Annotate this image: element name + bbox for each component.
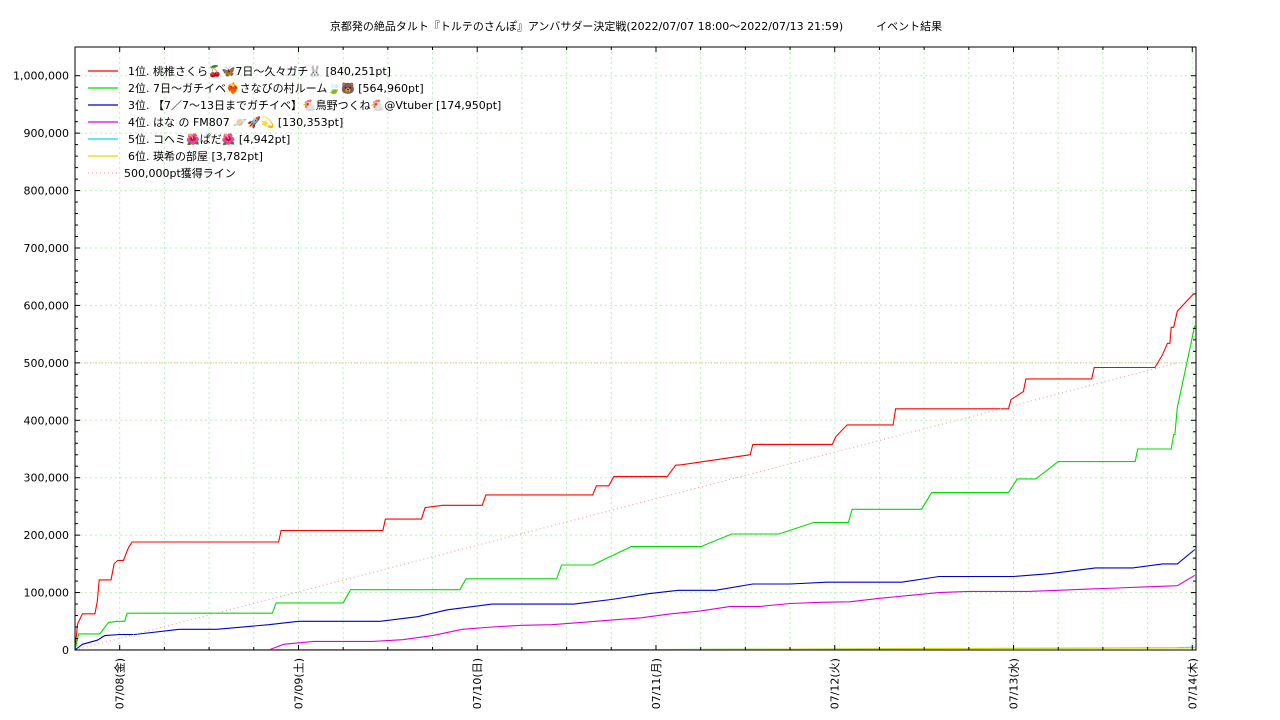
x-tick-label: 07/08(金): [113, 658, 127, 709]
x-tick-label: 07/12(火): [829, 658, 842, 709]
legend-entry-7: 500,000pt獲得ライン: [124, 167, 236, 180]
y-tick-label: 800,000: [24, 185, 70, 198]
y-tick-label: 100,000: [24, 587, 70, 600]
series-line-7: [74, 362, 1178, 651]
x-tick-label: 07/11(月): [650, 658, 663, 709]
legend-entry-1: 1位. 桃椎さくら🍒🦋7日〜久々ガチ🐰 [840,251pt]: [128, 64, 391, 78]
series-line-4: [209, 574, 1196, 651]
series-lines: [74, 293, 1196, 651]
legend-entry-6: 6位. 瑛希の部屋 [3,782pt]: [128, 149, 263, 163]
legend-entry-4: 4位. はな の FM807 🪐🚀💫 [130,353pt]: [128, 115, 343, 130]
y-tick-label: 0: [62, 644, 69, 657]
series-line-1: [74, 293, 1194, 651]
legend-entry-3: 3位. 【7／7〜13日までガチイベ】🐔鳥野つくね🐔@Vtuber [174,9…: [128, 98, 501, 112]
grid: [74, 47, 1196, 650]
legend-entry-5: 5位. コヘミ🌺ぱだ🌺 [4,942pt]: [128, 132, 290, 146]
y-tick-label: 900,000: [24, 127, 70, 140]
chart-title: 京都発の絶品タルト『トルテのさんぽ』アンバサダー決定戦(2022/07/07 1…: [330, 19, 942, 33]
y-tick-label: 700,000: [24, 242, 70, 255]
y-tick-label: 600,000: [24, 299, 70, 312]
x-tick-label: 07/10(日): [471, 658, 484, 709]
x-axis: 07/08(金) 07/09(土) 07/10(日) 07/11(月) 07/12(火)…: [74, 47, 1199, 709]
x-tick-label: 07/14(木): [1186, 658, 1199, 709]
y-tick-label: 200,000: [24, 529, 70, 542]
y-tick-label: 300,000: [24, 472, 70, 485]
legend: 1位. 桃椎さくら🍒🦋7日〜久々ガチ🐰 [840,251pt] 2位. 7日〜ガチ…: [88, 64, 501, 180]
series-line-3: [74, 549, 1196, 651]
x-tick-label: 07/13(水): [1008, 658, 1021, 709]
series-line-2: [74, 325, 1196, 651]
x-tick-label: 07/09(土): [292, 658, 305, 709]
y-tick-label: 1,000,000: [13, 70, 69, 83]
y-tick-label: 500,000: [24, 357, 70, 370]
y-tick-label: 400,000: [24, 414, 70, 427]
legend-entry-2: 2位. 7日〜ガチイベ❤️‍🔥さなびの村ルーム🍃🐻 [564,960pt]: [128, 81, 424, 95]
y-axis: 0 100,000 200,000 300,000 400,000 500,000 600,…: [13, 70, 1196, 657]
plot-frame: [74, 46, 1197, 651]
